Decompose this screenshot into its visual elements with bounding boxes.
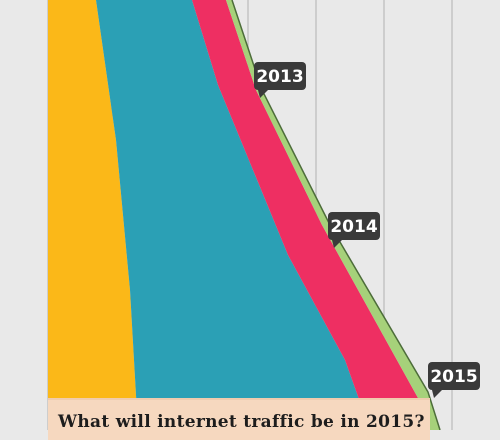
callout-box: [428, 362, 480, 390]
callout-pointer: [432, 390, 442, 398]
year-callout: 2014: [328, 212, 380, 248]
year-label: 2014: [330, 217, 377, 237]
area-band: [192, 0, 430, 430]
year-callout: 2013: [254, 62, 306, 98]
year-label: 2013: [256, 67, 303, 87]
area-band: [96, 0, 370, 430]
year-callouts: 2013 2014 2015: [254, 62, 480, 398]
callout-pointer: [332, 240, 342, 248]
callout-box: [328, 212, 380, 240]
stacked-area-chart: 2013 2014 2015: [47, 0, 480, 430]
year-callout: 2015: [428, 362, 480, 398]
question-banner: What will internet traffic be in 2015?: [48, 398, 430, 440]
question-text: What will internet traffic be in 2015?: [58, 412, 425, 432]
callout-pointer: [258, 90, 268, 98]
area-band: [48, 0, 138, 430]
area-bands: [48, 0, 441, 430]
year-label: 2015: [430, 367, 477, 387]
callout-box: [254, 62, 306, 90]
